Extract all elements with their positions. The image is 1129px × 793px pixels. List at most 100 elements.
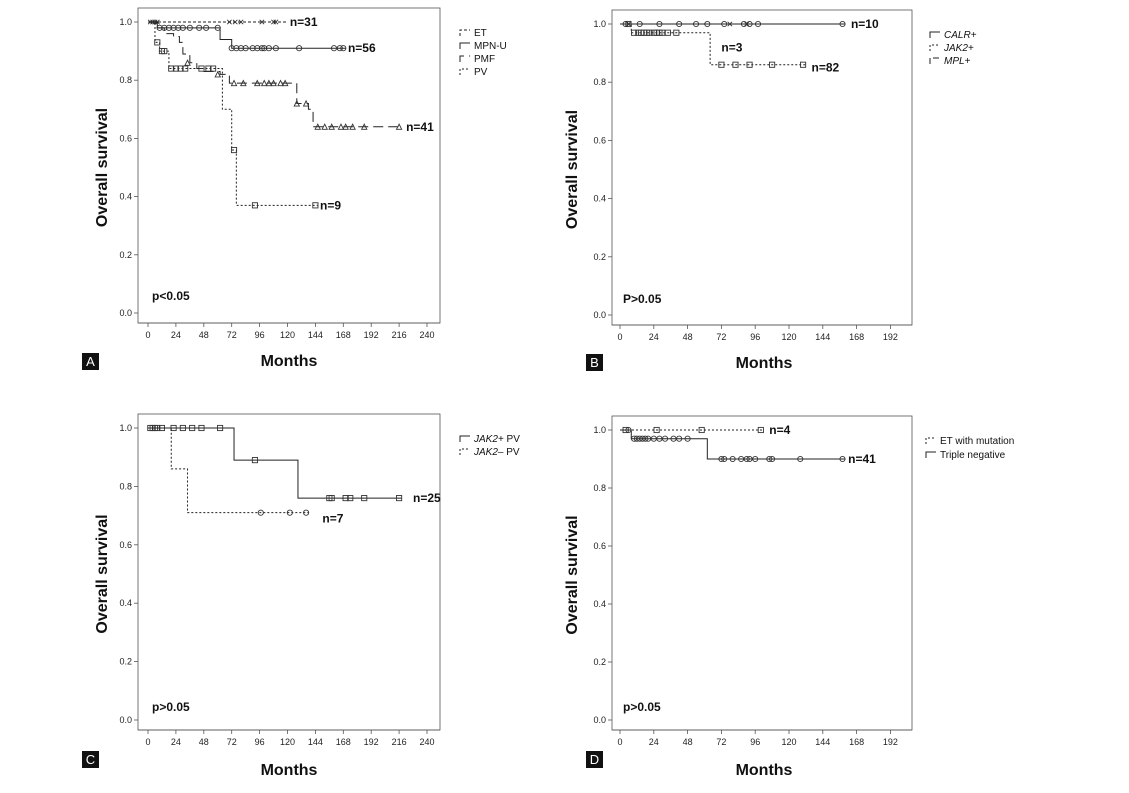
censor-mark <box>293 99 301 107</box>
km-panel-C: 0.0 0.2 0.4 0.6 0.8 1.0 0 24 48 72 96 120 144 168 192 2… <box>82 413 520 779</box>
censor-mark <box>154 39 161 46</box>
censor-mark <box>259 19 265 25</box>
n-label: n=3 <box>721 40 742 54</box>
x-tick-label: 48 <box>683 332 693 342</box>
censor-mark <box>233 45 240 52</box>
x-axis-title: Months <box>261 353 318 370</box>
x-tick-label: 168 <box>336 737 351 747</box>
panel-tag-letter: D <box>590 752 599 767</box>
censor-mark <box>800 61 807 68</box>
plot-frame <box>137 413 441 731</box>
legend-entry: PV <box>459 67 488 78</box>
censor-mark <box>196 24 203 31</box>
x-tick-label: 24 <box>171 737 181 747</box>
plot-frame <box>137 7 441 324</box>
censor-mark <box>186 24 193 31</box>
y-tick-label: 1.0 <box>119 423 132 433</box>
x-tick-label: 192 <box>364 737 379 747</box>
n-label: n=41 <box>406 120 434 134</box>
censor-mark <box>270 79 277 87</box>
n-label: n=82 <box>812 61 840 75</box>
y-axis-title: Overall survival <box>564 110 581 229</box>
censor-mark <box>253 79 261 87</box>
censor-mark <box>631 29 638 36</box>
survival-curve <box>148 427 402 499</box>
legend-swatch <box>929 44 940 51</box>
legend-swatch <box>459 435 470 442</box>
censor-mark <box>198 424 205 432</box>
censor-mark <box>265 79 273 87</box>
x-tick-label: 72 <box>227 330 237 340</box>
censor-mark <box>342 123 349 130</box>
legend-label: JAK2– PV <box>473 447 520 458</box>
survival-curve <box>148 21 402 128</box>
series-pv: n=9 <box>148 21 341 212</box>
censor-mark <box>839 455 846 463</box>
y-tick-label: 0.0 <box>593 310 606 320</box>
y-tick-label: 0.4 <box>119 598 132 608</box>
x-tick-label: 96 <box>255 737 265 747</box>
x-tick-label: 192 <box>364 330 379 340</box>
censor-mark <box>254 45 261 52</box>
y-axis-title: Overall survival <box>564 515 581 634</box>
censor-mark <box>673 29 680 36</box>
panel-tag: C <box>82 751 99 768</box>
y-tick-label: 0.6 <box>593 135 606 145</box>
x-tick-label: 168 <box>336 330 351 340</box>
legend-label: ET <box>474 28 487 39</box>
censor-mark <box>261 45 268 52</box>
censor-mark <box>642 435 649 442</box>
censor-mark <box>839 20 846 28</box>
n-label: n=9 <box>320 198 341 212</box>
censor-mark <box>727 21 733 27</box>
censor-mark <box>347 495 354 502</box>
x-tick-label: 120 <box>781 737 796 747</box>
censor-mark <box>175 24 182 31</box>
censor-mark <box>260 79 268 87</box>
censor-mark <box>744 21 750 27</box>
legend-swatch <box>929 57 940 64</box>
censor-mark <box>230 79 238 87</box>
panel-tag-letter: B <box>590 355 599 370</box>
x-tick-label: 192 <box>883 737 898 747</box>
censor-mark <box>330 45 338 52</box>
censor-mark <box>154 424 161 432</box>
y-tick-label: 1.0 <box>119 17 132 27</box>
censor-mark <box>646 29 653 36</box>
x-tick-label: 192 <box>883 332 898 342</box>
censor-mark <box>165 24 172 31</box>
y-tick-label: 1.0 <box>593 19 606 29</box>
censor-mark <box>766 455 773 463</box>
censor-mark <box>226 19 232 25</box>
y-tick-label: 0.8 <box>593 77 606 87</box>
censor-mark <box>336 45 343 52</box>
series-jak2-pv: n=7 <box>148 427 344 526</box>
panel-tag-box <box>82 353 99 370</box>
censor-mark <box>210 65 217 72</box>
y-tick-label: 0.4 <box>119 192 132 202</box>
panel-tag-box <box>586 354 603 371</box>
legend-entry: PMF <box>459 54 495 65</box>
y-tick-label: 0.4 <box>593 194 606 204</box>
censor-mark <box>718 455 725 463</box>
x-axis-title: Months <box>736 762 793 779</box>
series-mpl-: n=3 <box>620 21 750 54</box>
panel-tag: B <box>586 354 603 371</box>
legend-entry: ET <box>459 28 487 39</box>
legend-label: JAK2+ <box>943 43 974 54</box>
km-panel-A: 0.0 0.2 0.4 0.6 0.8 1.0 0 24 48 72 96 120 144 168 192 2… <box>82 7 507 370</box>
y-tick-label: 0.0 <box>593 715 606 725</box>
censor-mark <box>228 45 235 52</box>
censor-mark <box>757 426 764 434</box>
series-pmf: n=41 <box>148 21 434 134</box>
censor-mark <box>205 65 212 72</box>
censor-mark <box>170 24 177 31</box>
panel-tag-letter: A <box>86 354 95 369</box>
censor-mark <box>662 435 669 442</box>
censor-mark <box>718 61 725 68</box>
panel-tag: A <box>82 353 99 370</box>
y-axis-title: Overall survival <box>94 108 111 227</box>
y-tick-label: 0.6 <box>119 133 132 143</box>
n-label: n=7 <box>322 512 343 526</box>
censor-mark <box>361 495 368 502</box>
